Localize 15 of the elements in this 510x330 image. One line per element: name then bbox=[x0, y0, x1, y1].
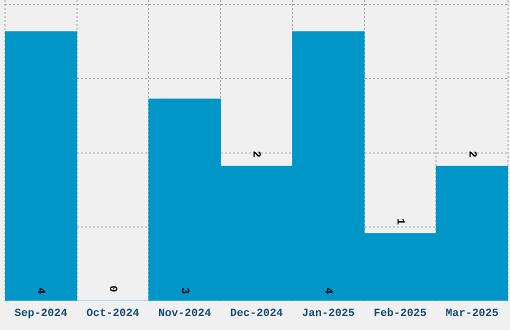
x-tick-label: Oct-2024 bbox=[86, 308, 140, 320]
data-label: 3 bbox=[178, 287, 190, 294]
bar bbox=[5, 31, 78, 301]
x-tick-label: Sep-2024 bbox=[14, 308, 68, 320]
x-tick-label: Feb-2025 bbox=[374, 308, 428, 320]
data-label: 4 bbox=[34, 287, 46, 294]
x-tick-label: Jan-2025 bbox=[302, 308, 356, 320]
data-label: 2 bbox=[465, 150, 478, 158]
data-label: 0 bbox=[106, 285, 118, 292]
x-tick-label: Mar-2025 bbox=[446, 308, 499, 320]
data-label: 2 bbox=[250, 150, 262, 158]
data-label: 4 bbox=[322, 287, 334, 294]
data-label: 1 bbox=[393, 218, 406, 226]
x-tick-label: Dec-2024 bbox=[230, 308, 284, 320]
x-tick-label: Nov-2024 bbox=[158, 308, 212, 320]
